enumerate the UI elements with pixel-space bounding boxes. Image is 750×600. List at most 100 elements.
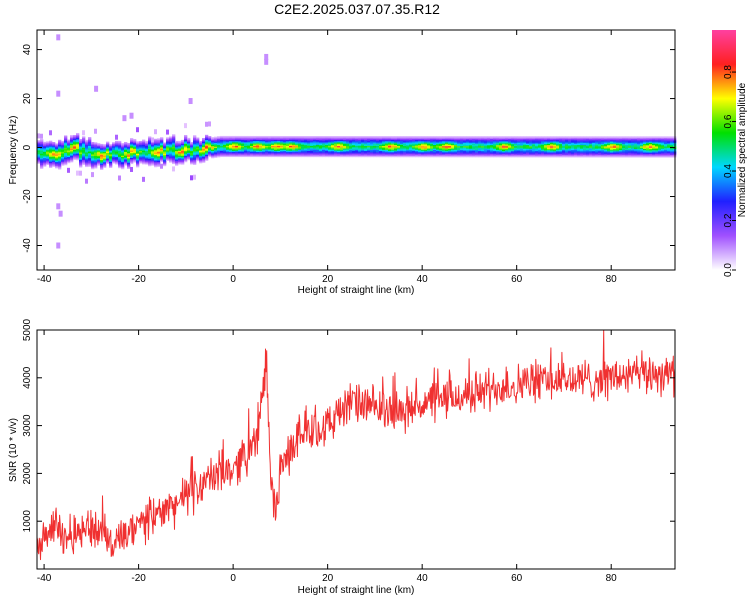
heatmap-cell [298,142,302,144]
heatmap-cell [262,150,266,153]
heatmap-cell [637,147,641,149]
heatmap-cell [289,139,293,142]
heatmap-cell [79,148,83,151]
heatmap-cell [502,153,506,155]
heatmap-cell [190,159,194,161]
heatmap-cell [568,138,572,141]
heatmap-cell [322,155,326,158]
heatmap-cell [589,147,593,149]
heatmap-cell [517,154,521,157]
heatmap-cell [205,151,209,154]
heatmap-cell [562,139,566,142]
heatmap-cell [589,143,593,146]
heatmap-cell [181,154,185,157]
heatmap-cell [559,137,563,140]
heatmap-cell [94,160,98,163]
heatmap-cell [148,153,152,156]
heatmap-cell [496,147,500,149]
heatmap-cell [82,162,86,164]
heatmap-cell [442,139,446,142]
heatmap-cell [43,162,47,165]
heatmap-cell [196,159,200,162]
heatmap-cell [571,141,575,143]
heatmap-cell [583,143,587,146]
heatmap-cell [319,143,323,145]
heatmap-cell [472,143,476,146]
heatmap-cell [616,151,620,153]
heatmap-cell [214,148,218,151]
heatmap-cell [595,147,599,149]
heatmap-cell [613,142,617,144]
heatmap-cell [475,153,479,155]
heatmap-cell [457,155,461,158]
heatmap-cell [274,140,278,143]
heatmap-cell [544,137,548,140]
heatmap-cell [220,154,224,156]
heatmap-cell [211,145,215,148]
heatmap-cell [451,148,455,150]
heatmap-cell [163,163,167,165]
heatmap-cell [604,143,608,146]
heatmap-cell [67,140,71,143]
heatmap-cell [346,151,350,154]
heatmap-cell [121,153,125,155]
heatmap-cell [394,142,398,144]
heatmap-cell [184,148,188,150]
heatmap-cell [58,158,62,160]
heatmap-cell [442,152,446,154]
heatmap-cell [568,142,572,144]
heatmap-cell [475,152,479,154]
heatmap-cell [301,140,305,143]
heatmap-cell [418,139,422,142]
heatmap-cell [277,143,281,145]
heatmap-cell [193,141,197,143]
heatmap-cell [211,140,215,143]
heatmap-cell [64,157,68,160]
heatmap-cell [208,140,212,143]
heatmap-cell [121,148,125,150]
heatmap-cell [319,151,323,154]
heatmap-cell [61,164,65,166]
heatmap-cell [160,159,164,161]
heatmap-cell [130,161,134,163]
heatmap-cell [109,149,113,151]
heatmap-cell [97,150,101,153]
heatmap-cell [532,141,536,143]
heatmap-cell [664,138,668,141]
heatmap-cell [466,147,470,149]
heatmap-cell [175,164,179,166]
heatmap-cell [229,146,233,149]
heatmap-cell [589,153,593,155]
heatmap-cell [211,153,215,155]
heatmap-cell [37,158,41,161]
heatmap-cell [517,138,521,141]
heatmap-cell [88,153,92,155]
heatmap-cell [619,143,623,146]
heatmap-cell [367,150,371,153]
heatmap-cell [622,153,626,156]
heatmap-cell [286,139,290,142]
heatmap-cell [517,148,521,151]
heatmap-cell [199,156,203,159]
heatmap-cell [220,150,224,153]
heatmap-cell [157,146,161,149]
heatmap-cell [193,157,197,159]
heatmap-cell [478,149,482,152]
heatmap-cell [610,152,614,154]
heatmap-cell [181,143,185,146]
heatmap-cell [601,155,605,158]
heatmap-cell [646,147,650,149]
heatmap-cell [670,149,674,152]
heatmap-cell [364,142,368,144]
heatmap-cell [211,156,215,159]
heatmap-cell [646,140,650,142]
heatmap-cell [220,145,224,148]
heatmap-cell [394,143,398,145]
heatmap-cell [358,148,362,150]
heatmap-cell [442,149,446,152]
heatmap-cell [634,148,638,151]
heatmap-cell [211,143,215,145]
heatmap-cell [259,142,263,144]
heatmap-cell [229,137,233,139]
heatmap-cell [403,142,407,144]
